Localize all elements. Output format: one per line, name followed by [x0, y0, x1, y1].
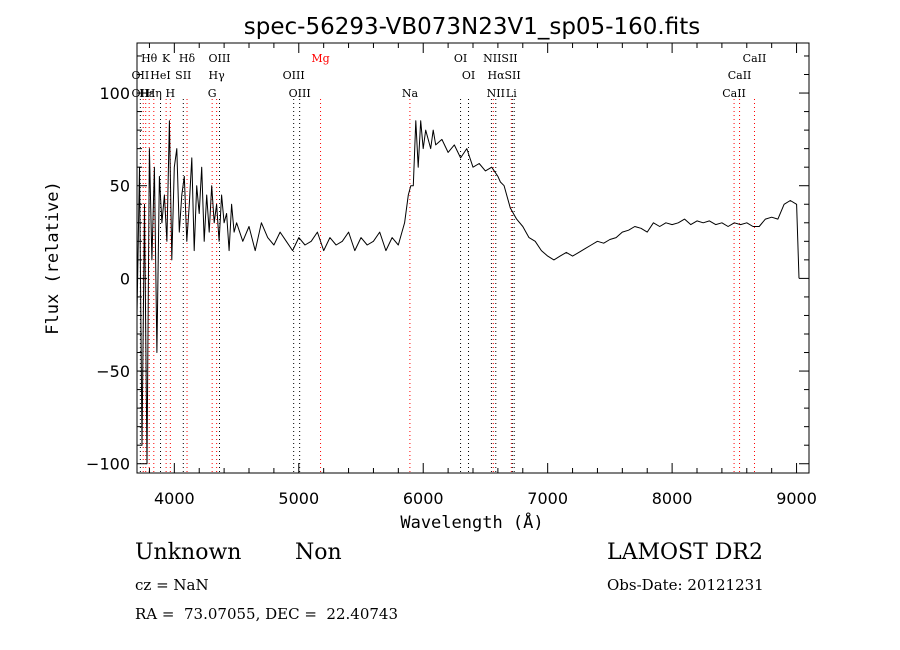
line-label: OII	[132, 69, 150, 82]
line-label: Hδ	[179, 52, 196, 65]
line-label: SII	[175, 69, 191, 82]
y-axis: 100 50 0 −50 −100	[86, 55, 809, 474]
radec-readout: RA = 73.07055, DEC = 22.40743	[135, 605, 399, 623]
line-label: CaII	[743, 52, 767, 65]
plot-frame	[136, 42, 810, 474]
line-label: K	[162, 52, 171, 65]
line-label: H	[166, 87, 176, 100]
survey-label: LAMOST DR2	[607, 540, 763, 565]
obs-date-readout: Obs-Date: 20121231	[607, 576, 764, 594]
x-tick-label: 6000	[403, 489, 444, 508]
line-label: HαSII	[487, 69, 520, 82]
spectrum-series	[136, 120, 800, 465]
x-tick-label: 7000	[527, 489, 568, 508]
y-tick-label: 0	[120, 269, 130, 288]
y-axis-label: Flux (relative)	[43, 181, 63, 335]
line-label: OI	[454, 52, 467, 65]
x-tick-label: 9000	[776, 489, 817, 508]
line-label: CaII	[728, 69, 752, 82]
y-tick-label: −50	[96, 362, 130, 381]
object-class-label: Unknown	[135, 540, 242, 565]
line-label: Mg	[311, 52, 329, 65]
y-tick-label: 50	[110, 177, 130, 196]
line-label: NIISII	[483, 52, 518, 65]
x-tick-label: 5000	[278, 489, 319, 508]
line-label: OI	[462, 69, 475, 82]
line-label: OIII	[208, 52, 230, 65]
line-label: OIII	[283, 69, 305, 82]
spectral-line-markers	[139, 99, 755, 473]
line-label: Na	[402, 87, 419, 100]
line-label: Hγ	[209, 69, 226, 82]
chart-title: spec-56293-VB073N23V1_sp05-160.fits	[244, 14, 700, 40]
x-axis-label: Wavelength (Å)	[400, 511, 543, 533]
line-label: Hη	[146, 87, 162, 100]
spectrum-line	[136, 120, 800, 465]
x-tick-label: 8000	[652, 489, 693, 508]
line-label: Li	[506, 87, 517, 100]
line-label: Hε	[139, 87, 155, 100]
y-tick-label: 100	[99, 84, 130, 103]
spectral-line-labels: Hθ K Hδ OIII Mg OI NIISII CaII OII HeI SII Hγ OIII OI…	[132, 52, 767, 100]
line-label: HeI	[150, 69, 170, 82]
object-subclass-label: Non	[295, 540, 342, 565]
line-label: Hθ	[141, 52, 158, 65]
y-tick-label: −100	[86, 455, 130, 474]
x-axis: 4000 5000 6000 7000 8000 9000	[148, 43, 817, 508]
line-label: OIII	[289, 87, 311, 100]
line-label: CaII	[722, 87, 746, 100]
line-label: G	[208, 87, 217, 100]
redshift-readout: cz = NaN	[135, 576, 209, 594]
line-label: NII	[487, 87, 505, 100]
x-tick-label: 4000	[154, 489, 195, 508]
